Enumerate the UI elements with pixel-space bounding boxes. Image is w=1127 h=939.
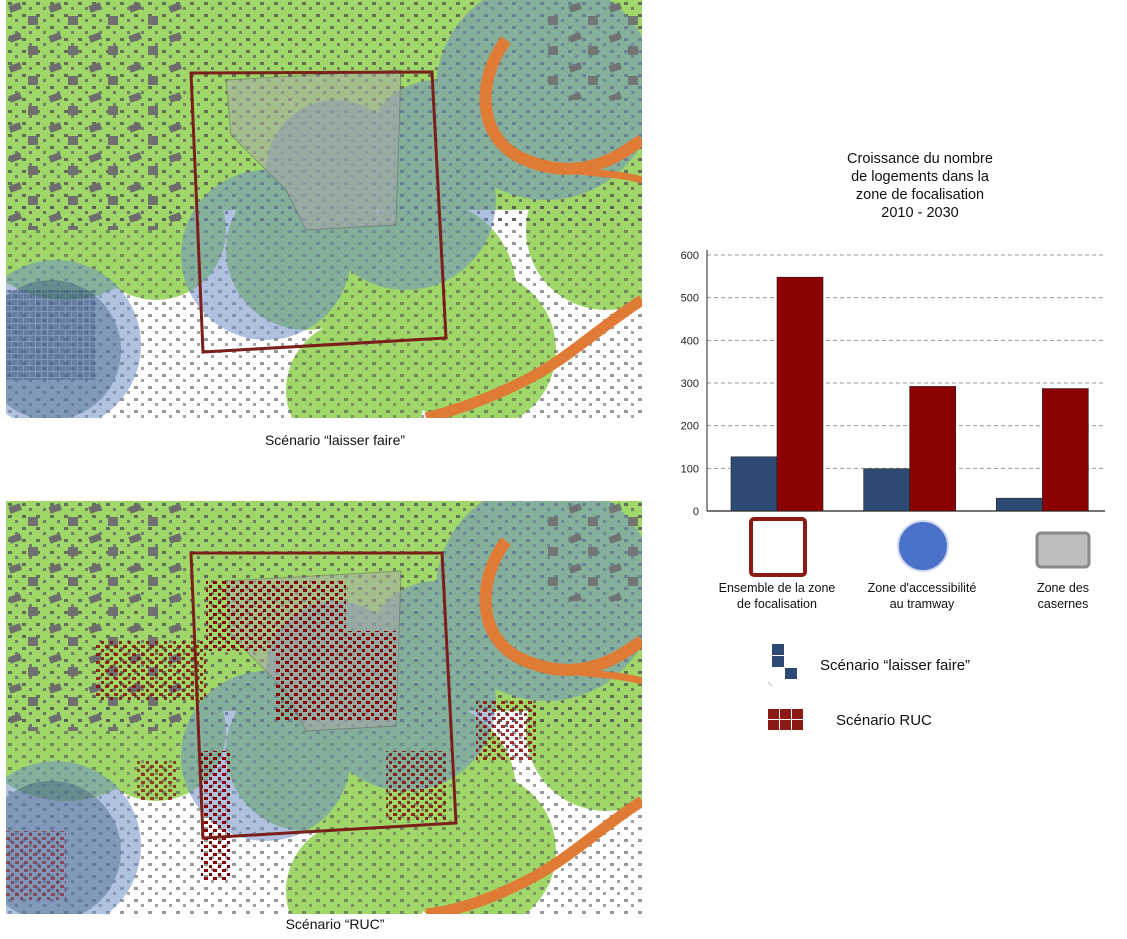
- map-laisser-faire-graphic: [6, 0, 642, 418]
- chart-title-line: 2010 - 2030: [881, 205, 959, 221]
- legend-item-ruc: Scénario RUC: [766, 706, 932, 734]
- bar-laisser-faire: [730, 456, 778, 512]
- y-tick-label: 500: [681, 293, 699, 305]
- legend-label-ruc: Scénario RUC: [836, 711, 932, 729]
- y-tick-label: 200: [681, 421, 699, 433]
- category-label-line: Zone d'accessibilité: [867, 581, 977, 595]
- chart-title-line: zone de focalisation: [855, 187, 985, 203]
- bar-laisser-faire: [996, 497, 1043, 512]
- y-tick-label: 0: [693, 506, 699, 518]
- category-label-barracks-zone: Zone des casernes: [988, 580, 1127, 612]
- blue-circle-icon: [897, 520, 949, 572]
- category-label-line: au tramway: [889, 597, 955, 611]
- category-label-tram-zone: Zone d'accessibilité au tramway: [847, 580, 997, 612]
- y-tick-label: 100: [681, 463, 699, 475]
- chart-title-line: Croissance du nombre: [847, 151, 993, 167]
- y-tick-label: 300: [681, 378, 699, 390]
- legend-label-laisser-faire: Scénario “laisser faire”: [820, 656, 971, 674]
- category-label-focus-zone: Ensemble de la zone de focalisation: [702, 580, 852, 612]
- legend-item-laisser-faire: Scénario “laisser faire”: [764, 642, 970, 688]
- blue-cells-legend-icon: [767, 644, 797, 687]
- map-laisser-faire: [6, 0, 642, 418]
- y-tick-label: 400: [681, 335, 699, 347]
- chart-title: Croissance du nombre de logements dans l…: [760, 150, 1080, 222]
- category-label-line: Ensemble de la zone: [718, 581, 836, 595]
- category-label-line: de focalisation: [737, 597, 817, 611]
- map-ruc-graphic: [6, 501, 642, 914]
- gray-rounded-square-icon: [1035, 531, 1091, 569]
- bar-ruc: [776, 276, 824, 512]
- bar-chart: 0 100 200 300 400 500 600: [681, 250, 1105, 518]
- caption-ruc: Scénario “RUC”: [285, 916, 385, 932]
- category-label-line: casernes: [1037, 597, 1089, 611]
- bar-ruc: [1042, 388, 1089, 512]
- bar-ruc: [909, 386, 956, 512]
- category-label-line: Zone des: [1036, 581, 1090, 595]
- map-ruc: [6, 501, 642, 914]
- y-tick-label: 600: [681, 250, 699, 262]
- chart-title-line: de logements dans la: [851, 169, 989, 185]
- bar-laisser-faire: [863, 468, 910, 512]
- caption-laisser-faire: Scénario “laisser faire”: [264, 432, 406, 448]
- red-square-outline-icon: [749, 517, 807, 577]
- red-cells-legend-icon: [768, 709, 803, 730]
- ruc-development-cells: [6, 581, 536, 901]
